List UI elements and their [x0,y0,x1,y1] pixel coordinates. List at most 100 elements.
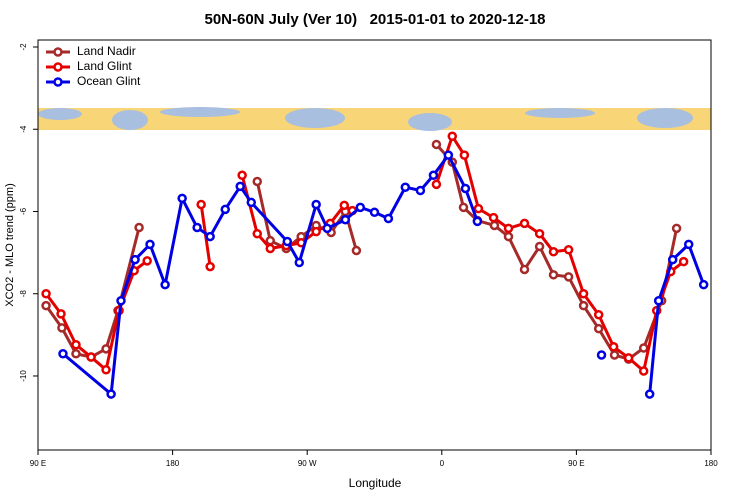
x-tick-label: 0 [440,459,445,468]
data-point [683,239,694,250]
x-tick-label: 90 W [298,459,317,468]
data-point [160,279,170,290]
map-ocean [160,107,240,117]
data-point [134,222,144,233]
data-point [534,228,545,239]
x-tick-label: 180 [704,459,718,468]
data-point [355,202,366,213]
map-strip [38,107,711,131]
data-point [252,228,262,239]
data-point [101,344,111,354]
data-point [235,181,245,192]
y-tick-label: -10 [19,370,28,382]
data-point [311,226,321,237]
data-point [57,323,67,333]
data-point [644,389,655,399]
x-axis-label: Longitude [349,476,402,490]
data-point [447,131,458,141]
legend-label: Land Nadir [77,44,136,58]
data-point [71,339,81,350]
data-point [609,350,620,360]
x-tick-label: 180 [166,459,180,468]
data-point [58,349,68,359]
data-point [428,170,439,181]
map-ocean [285,108,345,128]
data-point [472,216,483,227]
data-point [431,139,442,150]
data-point [503,223,514,234]
data-point [548,270,559,280]
data-point [638,343,649,353]
legend-marker [53,47,63,57]
data-point [596,350,607,360]
data-point [265,235,276,246]
chart-title: 50N-60N July (Ver 10) 2015-01-01 to 2020… [204,11,545,28]
data-point [369,207,380,218]
data-point [246,197,257,208]
data-point [177,193,187,204]
data-point [534,241,545,252]
data-point [220,204,230,215]
map-ocean [525,108,595,118]
data-point [265,243,276,254]
data-point [106,389,116,399]
data-point [519,218,530,229]
data-point [351,245,362,256]
data-point [86,352,96,362]
data-point [578,288,589,299]
data-point [578,300,589,311]
data-point [671,223,682,234]
data-point [503,231,514,242]
data-point [192,222,202,233]
data-point [431,179,442,190]
data-point [638,366,649,376]
data-point [400,182,411,192]
data-point [237,170,247,181]
data-point [415,185,426,196]
x-tick-label: 90 E [568,459,584,468]
data-point [294,257,305,268]
data-point [653,295,664,306]
y-axis-label: XCO2 - MLO trend (ppm) [4,183,16,306]
data-point [205,231,215,242]
data-point [311,199,321,210]
data-point [56,309,66,319]
data-point [488,212,499,223]
y-tick-label: -4 [19,125,28,133]
data-point [116,295,126,306]
data-point [282,236,293,247]
data-point [196,199,206,210]
data-point [145,239,155,250]
data-point [698,279,709,290]
data-point [101,365,111,375]
data-point [458,202,469,213]
data-point [593,309,604,320]
data-point [667,254,678,265]
data-point [459,150,470,160]
x-tick-label: 90 E [30,459,46,468]
data-point [383,213,394,224]
data-point [608,342,619,352]
data-point [563,244,574,255]
data-point [340,214,351,225]
data-point [41,300,51,311]
data-point [519,264,530,275]
data-point [489,220,500,231]
data-point [322,223,332,234]
legend-marker [53,62,63,72]
data-point [473,203,484,214]
data-point [593,323,604,334]
map-ocean [38,108,82,120]
data-point [623,353,634,363]
map-ocean [637,108,693,128]
data-point [460,183,471,194]
data-point [678,256,689,267]
plot-frame [37,39,712,451]
map-ocean [408,113,452,131]
data-point [339,200,350,211]
y-tick-label: -6 [19,207,28,215]
data-point [548,247,559,257]
